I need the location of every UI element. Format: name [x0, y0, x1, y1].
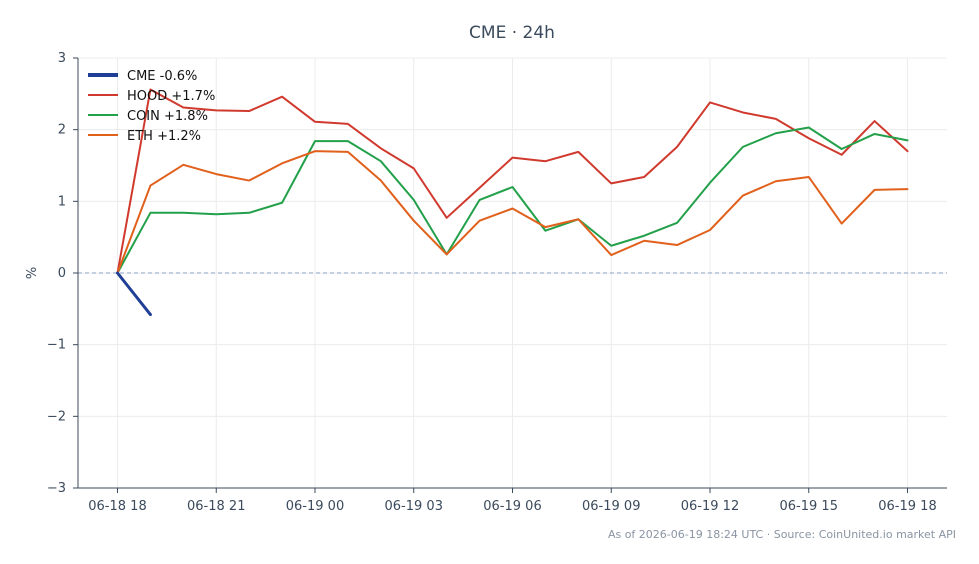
series-line-0: [116, 271, 152, 317]
series-line-1: [116, 88, 909, 274]
legend-label: HOOD +1.7%: [127, 89, 215, 104]
legend-entry[interactable]: CME -0.6%: [88, 69, 197, 84]
legend-label: ETH +1.2%: [127, 129, 201, 144]
series-line-2: [116, 126, 909, 274]
legend-label: CME -0.6%: [127, 69, 197, 84]
y-tick-label: 2: [58, 123, 66, 138]
y-axis-label: %: [25, 267, 40, 279]
x-tick-label: 06-19 15: [780, 499, 838, 514]
x-tick-label: 06-19 00: [286, 499, 344, 514]
y-tick-label: 1: [58, 194, 66, 209]
x-tick-label: 06-19 18: [878, 499, 936, 514]
footer-note: As of 2026-06-19 18:24 UTC · Source: Coi…: [608, 528, 956, 541]
x-tick-label: 06-18 21: [187, 499, 245, 514]
legend[interactable]: CME -0.6% HOOD +1.7% COIN +1.8% ETH +1.2%: [88, 69, 215, 144]
plot-area: [116, 88, 909, 317]
y-tick-label: −1: [47, 338, 66, 353]
series-line-3: [116, 150, 909, 274]
y-tick-label: −3: [47, 481, 66, 496]
x-tick-label: 06-19 03: [385, 499, 443, 514]
x-tick-label: 06-18 18: [88, 499, 146, 514]
legend-entry[interactable]: HOOD +1.7%: [88, 89, 215, 104]
y-tick-label: −2: [47, 409, 66, 424]
legend-entry[interactable]: COIN +1.8%: [88, 109, 208, 124]
legend-entry[interactable]: ETH +1.2%: [88, 129, 201, 144]
x-tick-label: 06-19 12: [681, 499, 739, 514]
legend-label: COIN +1.8%: [127, 109, 208, 124]
chart-title: CME · 24h: [469, 23, 555, 43]
x-tick-label: 06-19 06: [483, 499, 541, 514]
x-tick-label: 06-19 09: [582, 499, 640, 514]
y-tick-label: 3: [58, 51, 66, 66]
y-tick-label: 0: [58, 266, 66, 281]
axes: 3 2 1 0 −1 −2 −3 06-18 18 06-18 21 06-19 00 06-19 …: [47, 51, 947, 514]
